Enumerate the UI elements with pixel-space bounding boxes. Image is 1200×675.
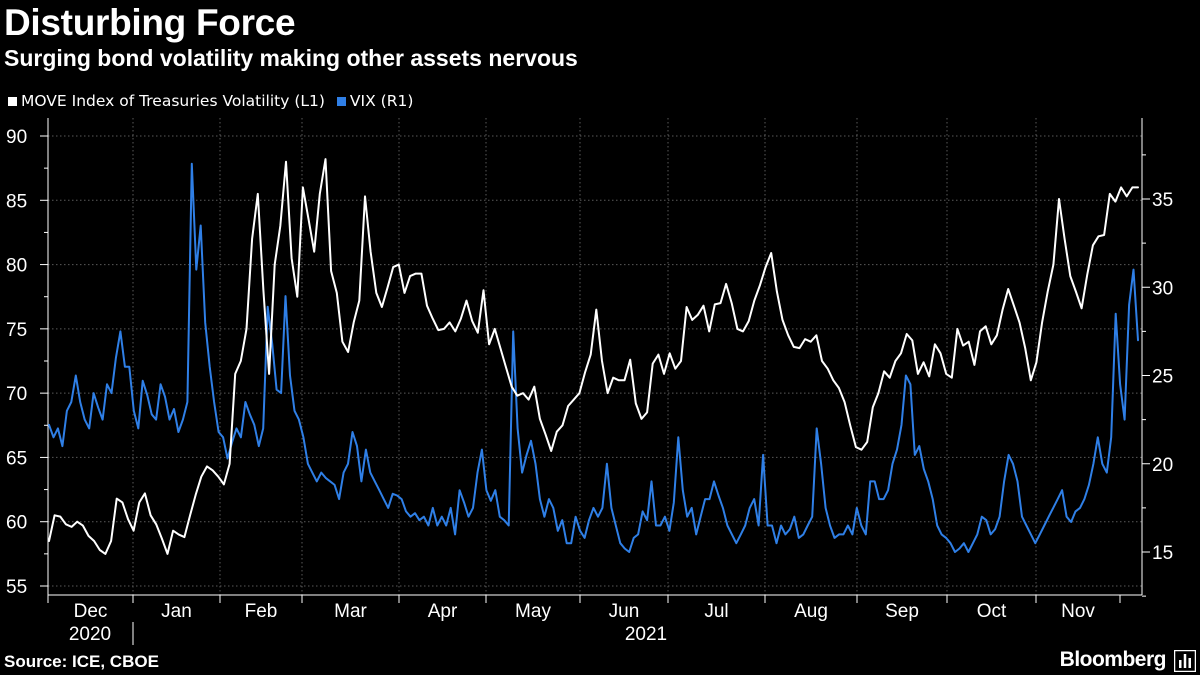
legend-swatch-move <box>8 96 17 106</box>
x-axis-month-label: Dec <box>74 601 108 622</box>
bloomberg-logo: Bloomberg <box>1059 648 1167 671</box>
left-axis-tick-label: 80 <box>6 256 27 277</box>
bloomberg-terminal-icon <box>1174 650 1196 672</box>
x-axis-month-label: Feb <box>245 601 278 622</box>
x-axis-month-label: Oct <box>977 601 1007 622</box>
legend-label-vix: VIX (R1) <box>349 92 414 110</box>
right-axis-tick-label: 30 <box>1152 278 1173 299</box>
left-axis-tick-label: 85 <box>6 191 27 212</box>
right-axis-tick-label: 20 <box>1152 455 1173 476</box>
left-axis-tick-label: 55 <box>6 577 27 598</box>
x-axis-month-label: Jun <box>609 601 640 622</box>
move-series-line <box>48 158 1139 555</box>
right-axis-tick-label: 35 <box>1152 190 1173 211</box>
x-axis-month-label: Nov <box>1061 601 1095 622</box>
left-axis-tick-label: 70 <box>6 384 27 405</box>
chart-title: Disturbing Force <box>4 2 296 43</box>
left-axis-tick-label: 65 <box>6 448 27 469</box>
x-axis-month-label: Apr <box>428 601 458 622</box>
right-axis-tick-label: 25 <box>1152 367 1173 388</box>
x-axis-month-label: Aug <box>794 601 828 622</box>
x-axis-month-label: Sep <box>885 601 919 622</box>
x-axis-month-label: Jan <box>161 601 192 622</box>
legend-item-move: MOVE Index of Treasuries Volatility (L1) <box>8 92 325 110</box>
left-axis-tick-label: 60 <box>6 513 27 534</box>
legend-swatch-vix <box>336 96 346 106</box>
left-axis-tick-label: 90 <box>6 127 27 148</box>
chart-subtitle: Surging bond volatility making other ass… <box>4 45 578 71</box>
legend-label-move: MOVE Index of Treasuries Volatility (L1) <box>21 92 325 110</box>
left-axis-tick-label: 75 <box>6 320 27 341</box>
x-axis-month-label: May <box>515 601 551 622</box>
x-axis-month-label: Mar <box>334 601 367 622</box>
legend: MOVE Index of Treasuries Volatility (L1)… <box>8 92 425 110</box>
x-axis-year-label: 2021 <box>625 624 667 645</box>
x-axis-month-label: Jul <box>704 601 728 622</box>
legend-item-vix: VIX (R1) <box>336 92 414 110</box>
source-note: Source: ICE, CBOE <box>4 652 159 671</box>
right-axis-tick-label: 15 <box>1152 543 1173 564</box>
x-axis-year-label: 2020 <box>69 624 111 645</box>
